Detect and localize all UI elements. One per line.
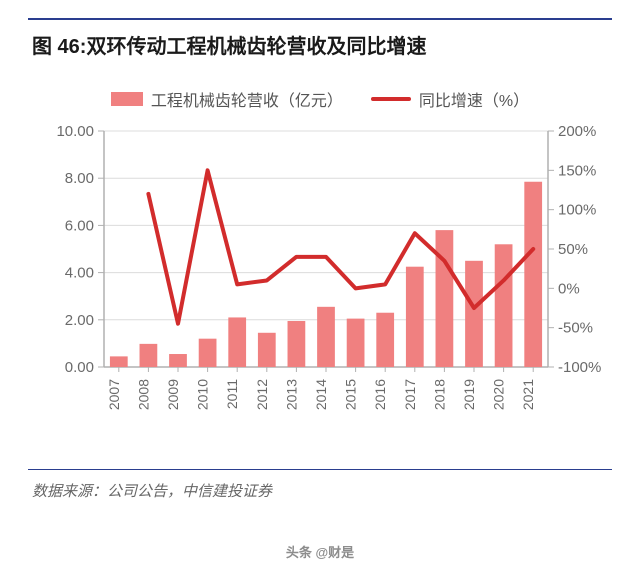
svg-text:2011: 2011 (224, 379, 240, 409)
svg-text:2009: 2009 (165, 379, 181, 410)
source-text: 数据来源：公司公告，中信建投证券 (28, 483, 272, 500)
svg-text:2013: 2013 (283, 379, 299, 410)
svg-text:200%: 200% (558, 123, 596, 140)
svg-text:100%: 100% (558, 202, 596, 219)
legend-bars-label: 工程机械齿轮营收（亿元） (151, 87, 343, 111)
legend: 工程机械齿轮营收（亿元） 同比增速（%） (28, 87, 612, 111)
svg-text:2018: 2018 (431, 379, 447, 410)
svg-text:50%: 50% (558, 241, 588, 258)
svg-text:2.00: 2.00 (65, 312, 94, 329)
chart-svg: 0.00 2.00 4.00 6.00 8.00 10.00 -100% -50% 0% 50% 1… (28, 117, 612, 457)
byline: 头条 @财是 (286, 542, 354, 561)
svg-text:0.00: 0.00 (65, 359, 94, 376)
svg-text:2019: 2019 (461, 379, 477, 410)
svg-text:10.00: 10.00 (56, 123, 94, 140)
svg-text:150%: 150% (558, 162, 596, 179)
svg-text:8.00: 8.00 (65, 170, 94, 187)
svg-text:2007: 2007 (106, 379, 122, 410)
svg-text:0%: 0% (558, 280, 580, 297)
legend-item-bars: 工程机械齿轮营收（亿元） (111, 87, 343, 111)
byline-name: 财是 (328, 545, 354, 560)
byline-at: @ (315, 545, 328, 560)
legend-line-label: 同比增速（%） (419, 87, 529, 111)
source-row: 数据来源：公司公告，中信建投证券 (28, 469, 612, 501)
svg-text:2020: 2020 (491, 379, 507, 410)
byline-prefix: 头条 (286, 545, 316, 560)
chart-title: 图 46:双环传动工程机械齿轮营收及同比增速 (32, 36, 426, 58)
svg-text:2012: 2012 (254, 379, 270, 410)
title-row: 图 46:双环传动工程机械齿轮营收及同比增速 (28, 18, 612, 69)
legend-line-swatch (371, 97, 411, 101)
svg-text:2015: 2015 (343, 379, 359, 410)
legend-item-line: 同比增速（%） (371, 87, 529, 111)
svg-text:2008: 2008 (135, 379, 151, 410)
svg-text:6.00: 6.00 (65, 217, 94, 234)
legend-bar-swatch (111, 92, 143, 106)
svg-text:2010: 2010 (195, 379, 211, 410)
svg-text:2014: 2014 (313, 379, 329, 410)
svg-text:-100%: -100% (558, 359, 601, 376)
svg-text:4.00: 4.00 (65, 265, 94, 282)
svg-text:2017: 2017 (402, 379, 418, 410)
svg-text:2016: 2016 (372, 379, 388, 410)
svg-text:2021: 2021 (520, 379, 536, 410)
svg-text:-50%: -50% (558, 320, 593, 337)
chart-area: 0.00 2.00 4.00 6.00 8.00 10.00 -100% -50% 0% 50% 1… (28, 117, 612, 457)
